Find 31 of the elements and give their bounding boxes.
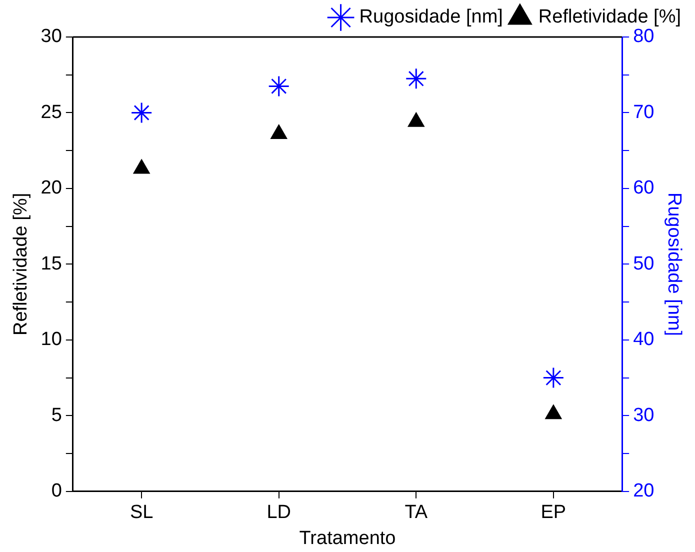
y-tick-label: 0 xyxy=(51,480,62,502)
y2-tick-label: 70 xyxy=(633,102,654,123)
y2-tick-label: 60 xyxy=(633,178,654,199)
y2-tick-label: 20 xyxy=(633,480,654,502)
x-axis-title: Tratamento xyxy=(299,528,396,549)
y-tick-label: 10 xyxy=(40,329,62,350)
x-tick-label: TA xyxy=(404,502,428,524)
y-tick-label: 20 xyxy=(40,178,62,199)
y-tick-label: 25 xyxy=(40,102,62,123)
x-tick-label: LD xyxy=(266,502,292,524)
x-tick-label: SL xyxy=(130,502,154,524)
point xyxy=(130,102,152,124)
y2-axis-title: Rugosidade [nm] xyxy=(663,192,684,336)
legend-label: Refletividade [%] xyxy=(538,6,682,28)
point xyxy=(408,112,424,127)
y-tick-label: 5 xyxy=(51,404,62,426)
y-tick-label: 15 xyxy=(40,253,62,274)
legend-label: Rugosidade [nm] xyxy=(359,6,503,28)
y-axis-title: Refletividade [%] xyxy=(10,192,32,336)
point xyxy=(405,68,427,90)
y2-tick-label: 50 xyxy=(633,253,654,274)
y-tick-label: 30 xyxy=(40,26,62,48)
x-tick-label: EP xyxy=(540,502,566,524)
point xyxy=(268,75,290,97)
point xyxy=(542,367,564,389)
y2-tick-label: 40 xyxy=(633,329,654,350)
point xyxy=(545,404,562,420)
point xyxy=(270,124,288,139)
point xyxy=(133,159,150,174)
y2-tick-label: 80 xyxy=(633,26,654,48)
y2-tick-label: 30 xyxy=(633,404,654,426)
